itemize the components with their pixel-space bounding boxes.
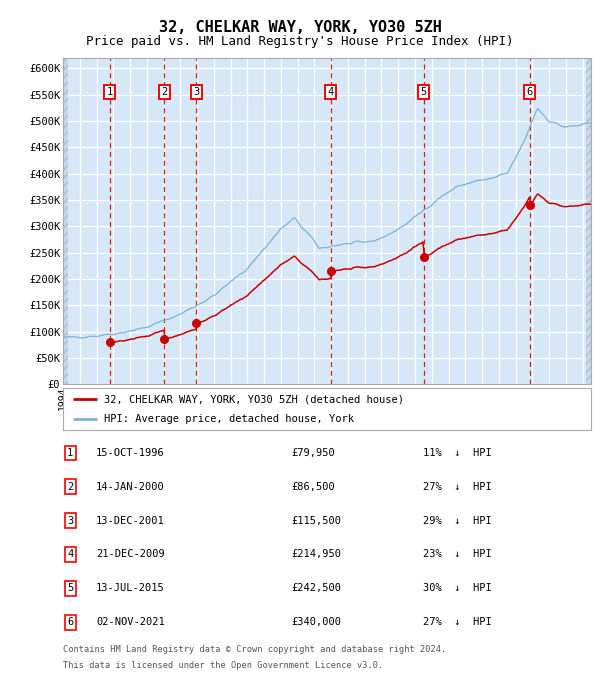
Text: 6: 6: [67, 617, 73, 627]
Text: Price paid vs. HM Land Registry's House Price Index (HPI): Price paid vs. HM Land Registry's House …: [86, 35, 514, 48]
Text: 23%  ↓  HPI: 23% ↓ HPI: [423, 549, 492, 560]
Text: £242,500: £242,500: [291, 583, 341, 594]
Text: 02-NOV-2021: 02-NOV-2021: [96, 617, 165, 627]
Text: 11%  ↓  HPI: 11% ↓ HPI: [423, 448, 492, 458]
Text: 3: 3: [67, 515, 73, 526]
Text: £340,000: £340,000: [291, 617, 341, 627]
Text: 13-DEC-2001: 13-DEC-2001: [96, 515, 165, 526]
Text: £115,500: £115,500: [291, 515, 341, 526]
Text: £79,950: £79,950: [291, 448, 335, 458]
Text: 5: 5: [67, 583, 73, 594]
Text: £86,500: £86,500: [291, 481, 335, 492]
Text: 4: 4: [67, 549, 73, 560]
Text: 1: 1: [107, 87, 113, 97]
Text: 27%  ↓  HPI: 27% ↓ HPI: [423, 481, 492, 492]
Text: 4: 4: [328, 87, 334, 97]
Text: This data is licensed under the Open Government Licence v3.0.: This data is licensed under the Open Gov…: [63, 661, 383, 670]
Bar: [63, 58, 68, 384]
Text: 14-JAN-2000: 14-JAN-2000: [96, 481, 165, 492]
Text: 2: 2: [161, 87, 167, 97]
Text: 3: 3: [193, 87, 199, 97]
Text: 2: 2: [67, 481, 73, 492]
Bar: [586, 58, 591, 384]
Text: 6: 6: [527, 87, 533, 97]
Text: 1: 1: [67, 448, 73, 458]
Text: 27%  ↓  HPI: 27% ↓ HPI: [423, 617, 492, 627]
Text: 21-DEC-2009: 21-DEC-2009: [96, 549, 165, 560]
Text: 29%  ↓  HPI: 29% ↓ HPI: [423, 515, 492, 526]
Text: 32, CHELKAR WAY, YORK, YO30 5ZH (detached house): 32, CHELKAR WAY, YORK, YO30 5ZH (detache…: [104, 394, 404, 404]
Text: 13-JUL-2015: 13-JUL-2015: [96, 583, 165, 594]
Text: £214,950: £214,950: [291, 549, 341, 560]
Text: 5: 5: [421, 87, 427, 97]
Text: 30%  ↓  HPI: 30% ↓ HPI: [423, 583, 492, 594]
Text: Contains HM Land Registry data © Crown copyright and database right 2024.: Contains HM Land Registry data © Crown c…: [63, 645, 446, 654]
Text: 15-OCT-1996: 15-OCT-1996: [96, 448, 165, 458]
Text: HPI: Average price, detached house, York: HPI: Average price, detached house, York: [104, 415, 354, 424]
Text: 32, CHELKAR WAY, YORK, YO30 5ZH: 32, CHELKAR WAY, YORK, YO30 5ZH: [158, 20, 442, 35]
